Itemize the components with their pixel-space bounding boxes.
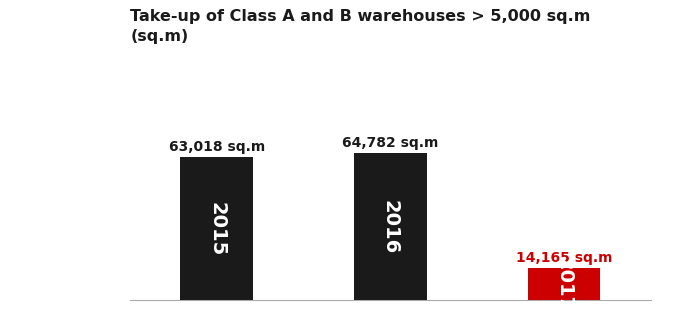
Text: 63,018 sq.m: 63,018 sq.m [169,140,265,154]
Text: Take-up of Class A and B warehouses > 5,000 sq.m
(sq.m): Take-up of Class A and B warehouses > 5,… [130,9,590,44]
Text: 2017: 2017 [554,257,573,311]
Bar [180,157,253,300]
Bar [527,268,601,300]
Text: 64,782 sq.m: 64,782 sq.m [342,136,438,150]
Text: 14,165 sq.m: 14,165 sq.m [516,251,612,265]
Text: 2016: 2016 [381,200,400,254]
Text: 2015: 2015 [208,202,227,256]
Bar [354,153,427,300]
